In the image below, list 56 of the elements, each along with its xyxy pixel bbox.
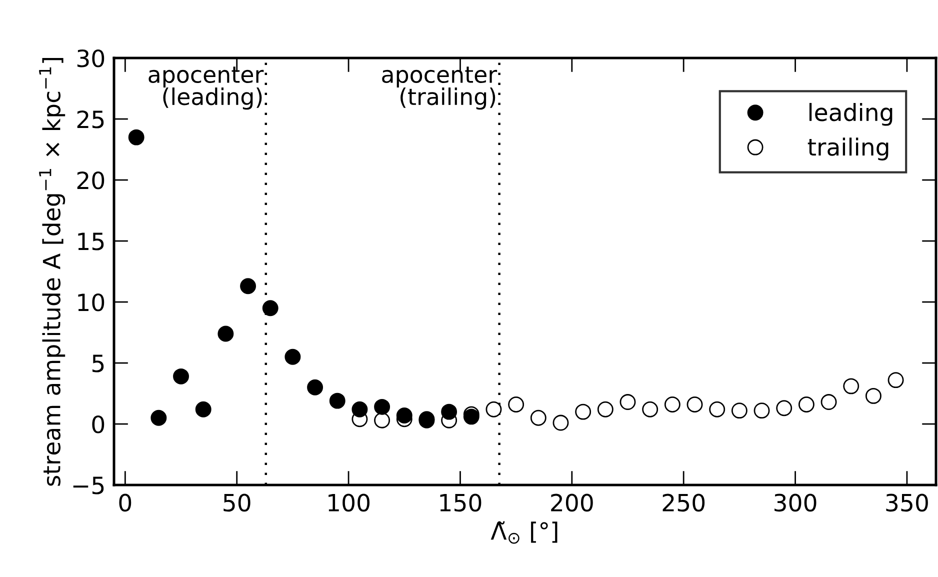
y-tick-label: 30 (77, 49, 104, 68)
point (195, 401, 212, 418)
y-tick-label: 20 (77, 171, 104, 190)
point (798, 396, 814, 412)
ref-line-label: apocenter (leading) (148, 66, 264, 110)
ref-line-label: apocenter (trailing) (382, 66, 498, 110)
point (508, 396, 524, 412)
point (642, 401, 658, 418)
x-tick-label: 300 (774, 494, 816, 512)
point (686, 396, 703, 412)
y-tick-label: 10 (78, 293, 104, 312)
point (530, 410, 546, 426)
point (329, 392, 346, 409)
point (486, 401, 502, 418)
y-axis-title: stream amplitude A [deg$^{−1}$ × kpc$^{−1}$] (39, 58, 66, 486)
y-tick-label: 0 (92, 415, 104, 434)
point (240, 278, 256, 294)
point (218, 326, 234, 342)
point (620, 394, 636, 410)
x-tick-label: 250 (662, 494, 705, 512)
point (150, 410, 167, 426)
point (597, 401, 614, 418)
point (888, 372, 904, 388)
x-tick-label: 50 (224, 494, 250, 512)
legend-label: trailing (808, 138, 888, 160)
x-tick-label: 0 (119, 494, 132, 512)
point (173, 368, 189, 384)
point (820, 394, 837, 410)
y-tick-label: 15 (78, 232, 104, 250)
y-tick-label: 25 (77, 110, 104, 128)
point (843, 378, 860, 394)
point (664, 396, 680, 412)
y-tick-label: 5 (92, 354, 104, 372)
point (374, 398, 390, 415)
x-axis-title: Λ̃$_{⊙}$ [°] (490, 521, 558, 544)
y-tick-label: −5 (73, 476, 104, 494)
point (128, 129, 144, 146)
point (262, 300, 278, 316)
point (441, 404, 458, 420)
point (284, 348, 301, 365)
point (307, 379, 324, 396)
point (776, 400, 792, 416)
x-tick-label: 200 (551, 494, 593, 512)
point (374, 412, 390, 428)
x-tick-label: 350 (886, 494, 928, 512)
point (552, 414, 569, 431)
point (865, 388, 882, 404)
point (396, 407, 412, 424)
x-tick-label: 150 (440, 494, 482, 512)
point (754, 402, 770, 419)
point (575, 404, 592, 420)
point (709, 401, 726, 418)
point (731, 402, 748, 419)
x-tick-label: 100 (328, 494, 370, 512)
point (352, 401, 368, 418)
legend-label: leading (809, 102, 892, 126)
